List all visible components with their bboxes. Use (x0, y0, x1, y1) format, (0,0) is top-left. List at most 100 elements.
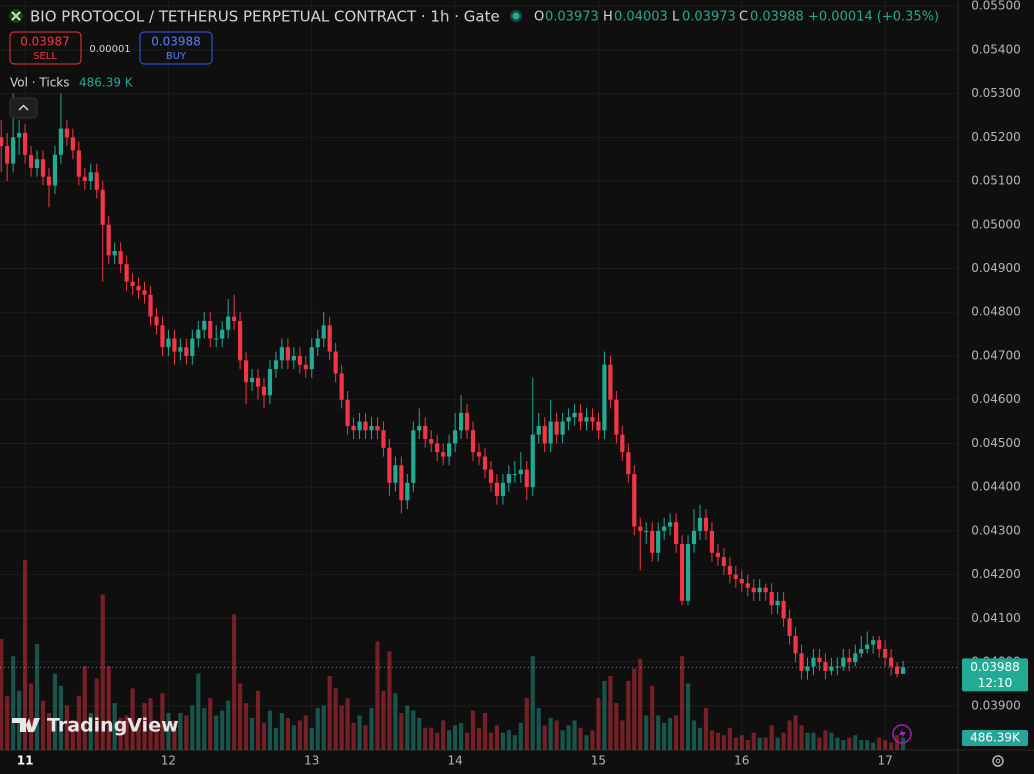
volume-bar (476, 727, 482, 750)
candle-body (196, 329, 201, 339)
candle-body (303, 364, 308, 370)
volume-bar (106, 666, 111, 750)
candle-body (662, 526, 667, 531)
volume-bar (423, 727, 428, 750)
candle-body (339, 373, 344, 400)
volume-bar (715, 732, 720, 750)
volume-bar (787, 720, 792, 750)
volume-bar (650, 685, 655, 750)
candle-body (226, 316, 231, 330)
candle-body (118, 251, 123, 265)
volume-bar (196, 673, 201, 750)
last-price-box (962, 658, 1028, 692)
volume-bar (500, 732, 505, 750)
volume-bar (255, 690, 261, 750)
volume-bar (697, 727, 703, 750)
lightning-icon (899, 728, 906, 740)
volume-bar (847, 737, 852, 750)
volume-bar (620, 720, 625, 750)
y-tick-label: 0.05400 (971, 42, 1021, 56)
candle-body (721, 557, 726, 566)
candle-body (441, 452, 446, 457)
candle-body (76, 150, 81, 177)
volume-bar (88, 712, 93, 750)
candle-body (614, 399, 619, 435)
volume-bar (447, 730, 452, 750)
symbol-icon-mark (11, 11, 21, 21)
volume-bar (273, 727, 279, 750)
volume-label-box (962, 730, 1028, 746)
candle-body (584, 417, 589, 422)
volume-bar (303, 715, 308, 750)
last-price-label: 0.03988 (970, 660, 1020, 674)
candle-body (64, 128, 69, 138)
volume-bar (632, 668, 637, 750)
buy-button[interactable] (139, 31, 213, 65)
candle-body (243, 360, 249, 383)
candle-body (333, 351, 338, 374)
candle-body (805, 666, 810, 671)
y-tick-label: 0.05500 (971, 0, 1021, 13)
candle-body (781, 600, 786, 619)
volume-bar (82, 666, 87, 750)
volume-bar (321, 705, 326, 750)
volume-bar (859, 740, 864, 750)
volume-bar (327, 675, 332, 750)
volume-bar (602, 680, 607, 750)
ohlc-value: 0.03973 (682, 10, 736, 25)
volume-bar (178, 712, 183, 750)
candle-body (178, 347, 183, 352)
collapse-button[interactable] (9, 97, 38, 119)
volume-bar (757, 737, 762, 750)
volume-bar (40, 700, 46, 750)
volume-bar (100, 594, 105, 750)
volume-bar (136, 720, 141, 750)
volume-bar (309, 727, 314, 750)
candle-body (530, 434, 535, 488)
candle-body (494, 482, 500, 496)
candle-body (124, 264, 129, 282)
candle-body (411, 430, 416, 483)
candle-body (345, 399, 350, 426)
candle-body (291, 355, 296, 361)
candle-body (566, 417, 571, 422)
lightning-button[interactable] (892, 724, 912, 744)
candle-body (184, 347, 189, 356)
candle-body (865, 644, 870, 649)
candle-body (799, 653, 804, 671)
volume-bar (853, 735, 858, 750)
volume-bar (214, 715, 219, 750)
candle-body (518, 469, 523, 475)
x-tick-label: 14 (447, 754, 462, 768)
candle-body (638, 526, 643, 531)
volume-bar (817, 737, 822, 750)
volume-bar (0, 638, 4, 750)
volume-bar (345, 698, 350, 750)
volume-bar (5, 695, 10, 750)
candle-body (100, 189, 105, 225)
volume-bar (190, 705, 195, 750)
candle-body (894, 666, 900, 674)
volume-bar (267, 710, 273, 750)
candle-body (447, 443, 452, 457)
volume-bar (769, 725, 774, 750)
volume-bar (865, 740, 870, 750)
volume-bar (70, 720, 75, 750)
candle-body (560, 421, 565, 435)
volume-bar (805, 732, 810, 750)
volume-bar (279, 712, 284, 750)
candle-body (835, 666, 840, 668)
volume-bar (536, 708, 541, 750)
volume-bar (375, 641, 380, 750)
candle-body (249, 377, 255, 383)
settings-button[interactable] (992, 755, 1004, 767)
sell-button[interactable] (9, 31, 82, 65)
candle-body (572, 412, 577, 418)
volume-bar (554, 720, 559, 750)
volume-bar (118, 717, 123, 750)
volume-bar (542, 725, 547, 750)
y-tick-label: 0.04600 (971, 392, 1021, 406)
volume-layer (0, 560, 906, 750)
candle-body (476, 452, 482, 457)
